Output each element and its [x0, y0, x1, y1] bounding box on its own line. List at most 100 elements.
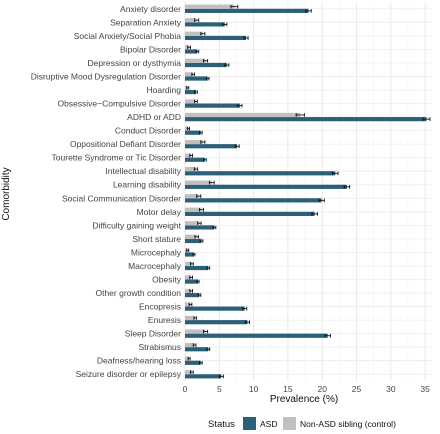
bar-asd — [185, 293, 200, 298]
x-tick-label: 25 — [352, 384, 362, 394]
bar-asd — [185, 225, 215, 230]
bar-control — [185, 4, 235, 9]
category-label: Intellectual disability — [105, 166, 181, 176]
bar-asd — [185, 306, 245, 311]
category-label: Sleep Disorder — [125, 329, 181, 339]
legend-label-asd: ASD — [260, 419, 277, 429]
category-label: Tourette Syndrome or Tic Disorder — [52, 153, 182, 163]
bar-control — [185, 153, 192, 158]
bar-control — [185, 302, 191, 307]
category-label: Difficulty gaining weight — [92, 220, 181, 230]
category-label: Conduct Disorder — [115, 126, 181, 136]
category-label: Anxiety disorder — [120, 4, 181, 14]
category-label: Microcephaly — [131, 247, 182, 257]
category-label: Encopresis — [139, 302, 181, 312]
category-label: Macrocephaly — [128, 261, 182, 271]
bar-asd — [185, 333, 328, 338]
bar-control — [185, 166, 196, 172]
legend-swatch-asd — [243, 417, 256, 430]
x-tick-labels: 0 5 10 15 20 25 30 35 — [183, 384, 430, 394]
category-label: Hoarding — [147, 85, 182, 95]
category-label: Bipolar Disorder — [120, 44, 181, 54]
bar-control — [185, 207, 202, 212]
bar-asd — [185, 103, 240, 108]
bar-control — [185, 31, 203, 36]
category-label: Strabismus — [138, 342, 181, 352]
category-label: Disruptive Mood Dysregulation Disorder — [31, 71, 181, 81]
bar-asd — [185, 360, 201, 365]
bar-asd — [185, 320, 248, 325]
bar-control — [185, 112, 301, 118]
gridlines — [184, 2, 432, 381]
category-label: ADHD or ADD — [127, 112, 181, 122]
bar-asd — [185, 184, 347, 189]
bar-control — [185, 45, 190, 50]
x-tick-label: 0 — [183, 384, 188, 394]
bar-control — [185, 315, 196, 321]
bar-asd — [185, 238, 202, 244]
bar-asd — [185, 157, 205, 162]
bar-control — [185, 288, 192, 294]
category-label: Short stature — [132, 234, 181, 244]
y-axis-title: Comorbidity — [1, 167, 12, 220]
bar-control — [185, 194, 199, 199]
x-tick-label: 20 — [317, 384, 327, 394]
x-tick-label: 30 — [386, 384, 396, 394]
bar-control — [185, 342, 195, 348]
bar-asd — [185, 117, 427, 122]
legend-swatch-control — [283, 417, 296, 430]
bar-control — [185, 18, 197, 23]
bar-asd — [185, 252, 194, 257]
bar-asd — [185, 49, 198, 54]
bar-asd — [185, 144, 238, 149]
category-label: Social Communication Disorder — [62, 193, 181, 203]
legend-title: Status — [208, 419, 235, 430]
bar-asd — [185, 35, 247, 41]
bars — [185, 4, 431, 379]
category-label: Social Anxiety/Social Phobia — [74, 31, 182, 41]
bar-control — [185, 261, 192, 266]
bar-asd — [185, 130, 201, 135]
bar-control — [185, 356, 190, 361]
x-tick-label: 15 — [283, 384, 293, 394]
bar-asd — [185, 8, 309, 13]
category-label: Oppositional Defiant Disorder — [70, 139, 181, 149]
bar-asd — [185, 211, 315, 217]
bar-asd — [185, 22, 225, 27]
bar-asd — [185, 265, 209, 271]
category-label: Deafness/hearing loss — [97, 356, 181, 366]
category-label: Obesity — [152, 274, 182, 284]
bar-control — [185, 275, 192, 280]
bar-asd — [185, 89, 196, 95]
category-label: Seizure disorder or epilepsy — [76, 369, 182, 379]
bar-asd — [185, 279, 199, 284]
category-label: Depression or dysthymia — [87, 58, 181, 68]
category-label: Separation Anxiety — [110, 17, 182, 27]
bar-asd — [185, 198, 322, 203]
bar-asd — [185, 62, 227, 68]
x-tick-label: 5 — [217, 384, 222, 394]
category-label: Learning disability — [113, 180, 182, 190]
x-tick-label: 10 — [249, 384, 259, 394]
bar-control — [185, 329, 206, 334]
bar-control — [185, 221, 200, 226]
x-axis-title: Prevalence (%) — [270, 394, 338, 405]
bar-control — [185, 234, 197, 239]
bar-control — [185, 72, 194, 77]
category-label: Motor delay — [137, 207, 182, 217]
bar-asd — [185, 171, 336, 176]
category-label: Enuresis — [148, 315, 181, 325]
bar-control — [185, 99, 196, 104]
bar-control — [185, 180, 212, 185]
category-label: Other growth condition — [95, 288, 181, 298]
bar-asd — [185, 374, 222, 379]
x-tick-label: 35 — [420, 384, 430, 394]
bar-control — [185, 139, 203, 145]
legend-label-control: Non-ASD sibling (control) — [300, 419, 396, 429]
bar-asd — [185, 347, 209, 352]
category-labels: Anxiety disorder Separation Anxiety Social… — [31, 4, 182, 379]
legend: Status ASD Non-ASD sibling (control) — [208, 417, 396, 430]
bar-asd — [185, 76, 208, 81]
bar-control — [185, 126, 189, 131]
